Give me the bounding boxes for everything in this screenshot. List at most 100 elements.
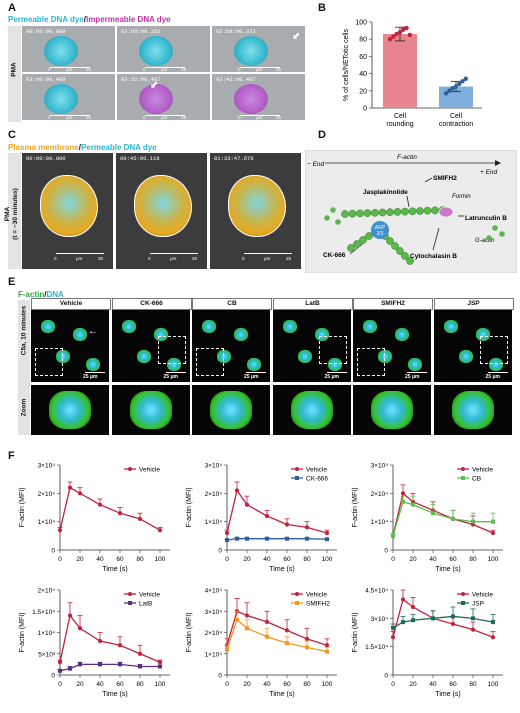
actin-bead — [401, 252, 409, 260]
x-tick-label: 40 — [429, 556, 437, 563]
cytochalasin-label: Cytochalasin B — [410, 253, 457, 260]
scale-bar — [326, 372, 347, 373]
smifh2-inhibit — [424, 177, 433, 183]
y-axis-label: F-actin (MFI) — [186, 487, 193, 527]
condition-header: CB — [192, 298, 272, 310]
scale-max: 25 — [276, 67, 282, 72]
legend-factin: F-actin — [18, 290, 45, 299]
fluor-tile: 25 μm — [192, 310, 270, 382]
legend-marker — [461, 592, 465, 596]
data-point — [397, 30, 403, 35]
data-point — [305, 536, 309, 541]
data-point — [98, 662, 102, 667]
zoom-cell — [49, 391, 91, 429]
x-tick-label: 100 — [322, 681, 333, 688]
data-point — [401, 27, 406, 32]
frame-timestamp: 02:00:00.251 — [121, 28, 161, 35]
data-point — [407, 32, 412, 38]
cell-blob — [121, 320, 136, 333]
panel-a-side-label: PMA — [10, 62, 18, 77]
fluor-tile: 25 μm — [111, 310, 190, 382]
data-point — [404, 25, 409, 31]
x-tick-label: 0 — [225, 556, 229, 563]
panel-label-e: E — [8, 276, 16, 288]
data-point — [138, 664, 142, 669]
cytochalasin-inhibit — [432, 227, 440, 251]
data-point — [58, 668, 62, 673]
data-point — [117, 511, 123, 516]
jasp-inhibit — [406, 195, 410, 208]
scale-max: 25 — [192, 256, 198, 261]
arrow-icon: ← — [88, 326, 98, 337]
x-tick-label: 60 — [283, 556, 291, 563]
frame-timestamp: 01:33:47.679 — [214, 155, 254, 162]
data-point — [117, 643, 123, 648]
x-tick-label: 40 — [429, 681, 437, 688]
frame-timestamp: 00:00:00.000 — [26, 155, 66, 162]
actin-bead — [353, 240, 361, 248]
actin-bead — [386, 237, 394, 245]
data-point — [284, 522, 290, 527]
frame-timestamp: 00:00:00.000 — [26, 28, 66, 35]
data-point — [235, 617, 239, 622]
x-tick-label: 0 — [58, 681, 62, 688]
data-point — [157, 528, 163, 533]
scale-unit: μm — [76, 256, 83, 261]
cell-blob — [443, 320, 458, 333]
cell-blob — [327, 358, 342, 371]
data-point — [325, 537, 329, 542]
cell-image — [228, 175, 286, 237]
arp23-label-2: 2/3 — [377, 231, 384, 237]
actin-bead — [423, 206, 432, 215]
scale-max: 25 — [286, 256, 292, 261]
y-tick-label: 1×10⁴ — [38, 519, 56, 526]
g-actin-monomer — [492, 225, 498, 231]
condition-label: CB — [227, 300, 237, 307]
scale-max: 25 — [86, 115, 92, 120]
x-tick-label: 60 — [449, 556, 457, 563]
zoom-box — [35, 348, 63, 376]
x-tick-label: 100 — [488, 556, 499, 563]
series-line — [392, 492, 494, 536]
gactin-label: G-actin — [475, 238, 495, 244]
cell-image — [139, 36, 173, 66]
condition-label: CK-666 — [140, 300, 163, 307]
y-tick-label: 1×10⁴ — [38, 630, 56, 637]
scale-zero: 0 — [143, 67, 146, 72]
panel-a-legend: Permeable DNA dye/Impermeable DNA dye — [8, 15, 171, 24]
zoom-cell — [129, 391, 172, 429]
data-point — [57, 660, 63, 665]
zoom-tile — [111, 385, 190, 435]
panel-a-frame: 02:00:00.251 0 μm 25 — [117, 26, 210, 72]
x-tick-label: 100 — [322, 556, 333, 563]
x-tick-label: 60 — [116, 681, 124, 688]
y-tick-label: 3×10⁴ — [205, 609, 223, 616]
y-tick-label: 3×10⁴ — [205, 463, 223, 470]
scale-bar — [240, 115, 280, 116]
data-point — [324, 643, 330, 648]
data-point — [265, 536, 269, 541]
legend-sep-c: / — [78, 143, 81, 152]
x-tick-label: 100 — [155, 556, 166, 563]
scale-zero: 0 — [148, 256, 151, 261]
y-tick-label: 100 — [355, 20, 367, 27]
panel-c-frame: 00:00:00.000 0 μm 25 — [22, 153, 113, 269]
legend-marker — [461, 601, 465, 605]
x-tick-label: 20 — [243, 681, 251, 688]
data-point — [137, 651, 143, 656]
data-point — [78, 662, 82, 667]
fluor-tile: 25 μm — [433, 310, 512, 382]
frame-timestamp: 03:00:00.400 — [26, 76, 66, 83]
y-tick-label: 3×10⁴ — [371, 463, 389, 470]
panel-c-side-label-1: PMA — [4, 206, 11, 222]
y-tick-label: 40 — [359, 71, 367, 78]
data-point — [400, 491, 406, 496]
x-tick-label: 40 — [263, 556, 271, 563]
zoom-cell — [290, 391, 333, 429]
legend-label: Vehicle — [139, 467, 160, 474]
scale-bar — [244, 253, 292, 254]
y-tick-label: 5×10³ — [38, 651, 56, 658]
y-axis-label: F-actin (MFI) — [352, 612, 359, 652]
data-point — [97, 502, 103, 507]
actin-bead — [401, 207, 409, 216]
